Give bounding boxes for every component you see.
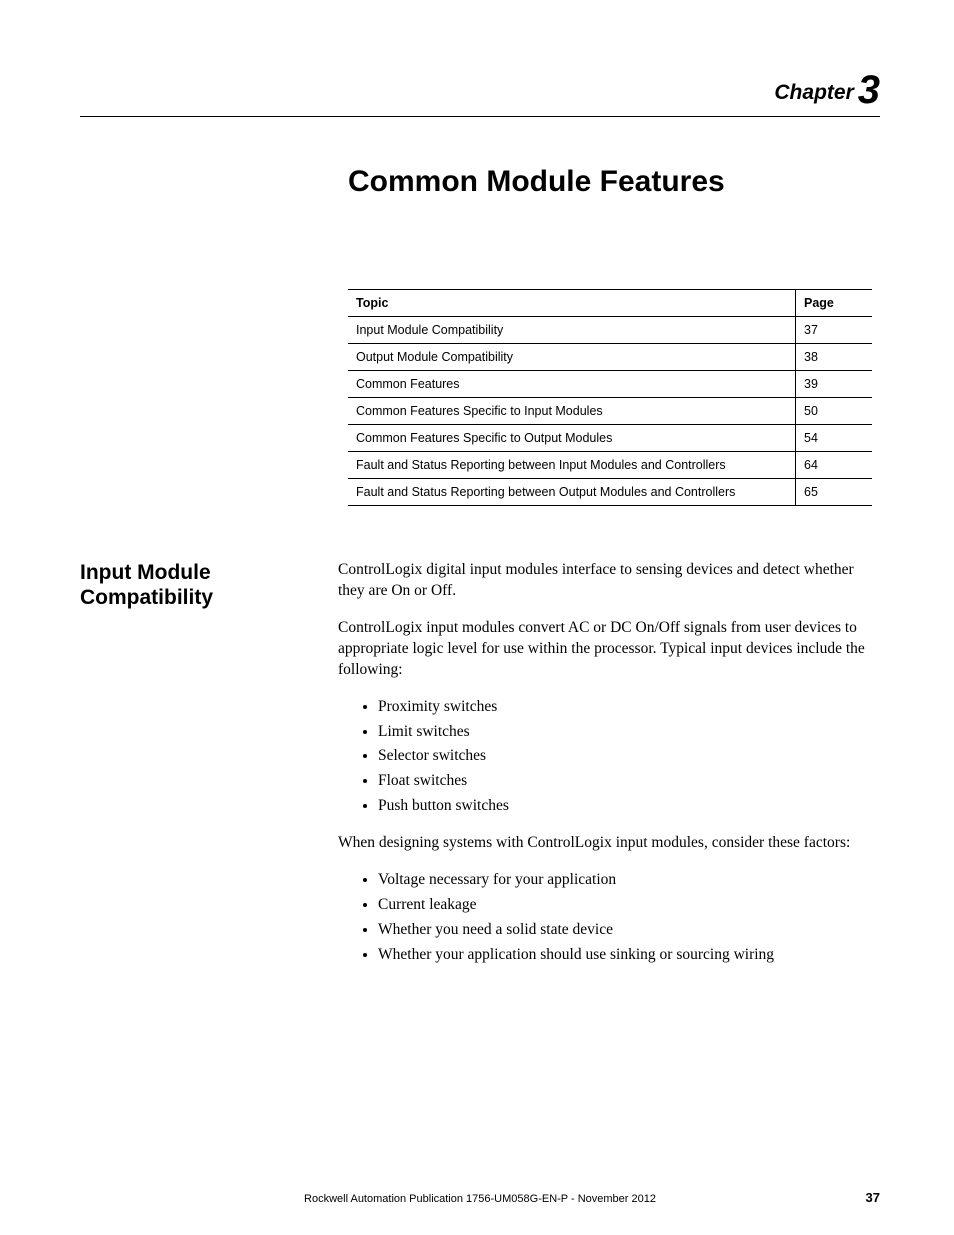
footer-publication: Rockwell Automation Publication 1756-UM0… xyxy=(80,1193,880,1205)
toc-topic: Common Features Specific to Input Module… xyxy=(348,398,796,425)
list-item: Voltage necessary for your application xyxy=(378,870,880,891)
page: Chapter3 Common Module Features Topic Pa… xyxy=(0,0,954,1235)
chapter-header: Chapter3 xyxy=(80,70,880,110)
toc-page: 37 xyxy=(796,317,873,344)
list-item: Proximity switches xyxy=(378,697,880,718)
toc-header-page: Page xyxy=(796,290,873,317)
toc-header-row: Topic Page xyxy=(348,290,872,317)
toc-row: Common Features 39 xyxy=(348,371,872,398)
toc-page: 64 xyxy=(796,452,873,479)
toc-page: 65 xyxy=(796,479,873,506)
list-item: Selector switches xyxy=(378,746,880,767)
toc-topic: Output Module Compatibility xyxy=(348,344,796,371)
toc-topic: Input Module Compatibility xyxy=(348,317,796,344)
list-item: Float switches xyxy=(378,771,880,792)
chapter-label: Chapter xyxy=(774,81,853,104)
footer-page-number: 37 xyxy=(866,1190,880,1205)
section-row: Input Module Compatibility ControlLogix … xyxy=(80,560,880,982)
list-item: Whether you need a solid state device xyxy=(378,920,880,941)
list-item: Current leakage xyxy=(378,895,880,916)
toc-row: Common Features Specific to Input Module… xyxy=(348,398,872,425)
toc-page: 39 xyxy=(796,371,873,398)
toc-topic: Fault and Status Reporting between Outpu… xyxy=(348,479,796,506)
toc-row: Common Features Specific to Output Modul… xyxy=(348,425,872,452)
page-title: Common Module Features xyxy=(348,165,880,199)
list-item: Whether your application should use sink… xyxy=(378,945,880,966)
section-body: ControlLogix digital input modules inter… xyxy=(338,560,880,982)
header-rule xyxy=(80,116,880,117)
page-footer: Rockwell Automation Publication 1756-UM0… xyxy=(80,1193,880,1205)
paragraph: When designing systems with ControlLogix… xyxy=(338,833,880,854)
toc-page: 54 xyxy=(796,425,873,452)
list-item: Limit switches xyxy=(378,722,880,743)
chapter-number: 3 xyxy=(858,68,880,112)
bullet-list: Voltage necessary for your application C… xyxy=(338,870,880,966)
toc-topic: Common Features xyxy=(348,371,796,398)
bullet-list: Proximity switches Limit switches Select… xyxy=(338,697,880,818)
toc-table: Topic Page Input Module Compatibility 37… xyxy=(348,289,872,506)
toc-page: 50 xyxy=(796,398,873,425)
section-heading: Input Module Compatibility xyxy=(80,560,338,610)
toc-row: Output Module Compatibility 38 xyxy=(348,344,872,371)
toc-row: Input Module Compatibility 37 xyxy=(348,317,872,344)
paragraph: ControlLogix digital input modules inter… xyxy=(338,560,880,602)
toc-row: Fault and Status Reporting between Input… xyxy=(348,452,872,479)
list-item: Push button switches xyxy=(378,796,880,817)
toc-topic: Common Features Specific to Output Modul… xyxy=(348,425,796,452)
toc-row: Fault and Status Reporting between Outpu… xyxy=(348,479,872,506)
toc-topic: Fault and Status Reporting between Input… xyxy=(348,452,796,479)
toc-page: 38 xyxy=(796,344,873,371)
paragraph: ControlLogix input modules convert AC or… xyxy=(338,618,880,681)
toc-header-topic: Topic xyxy=(348,290,796,317)
